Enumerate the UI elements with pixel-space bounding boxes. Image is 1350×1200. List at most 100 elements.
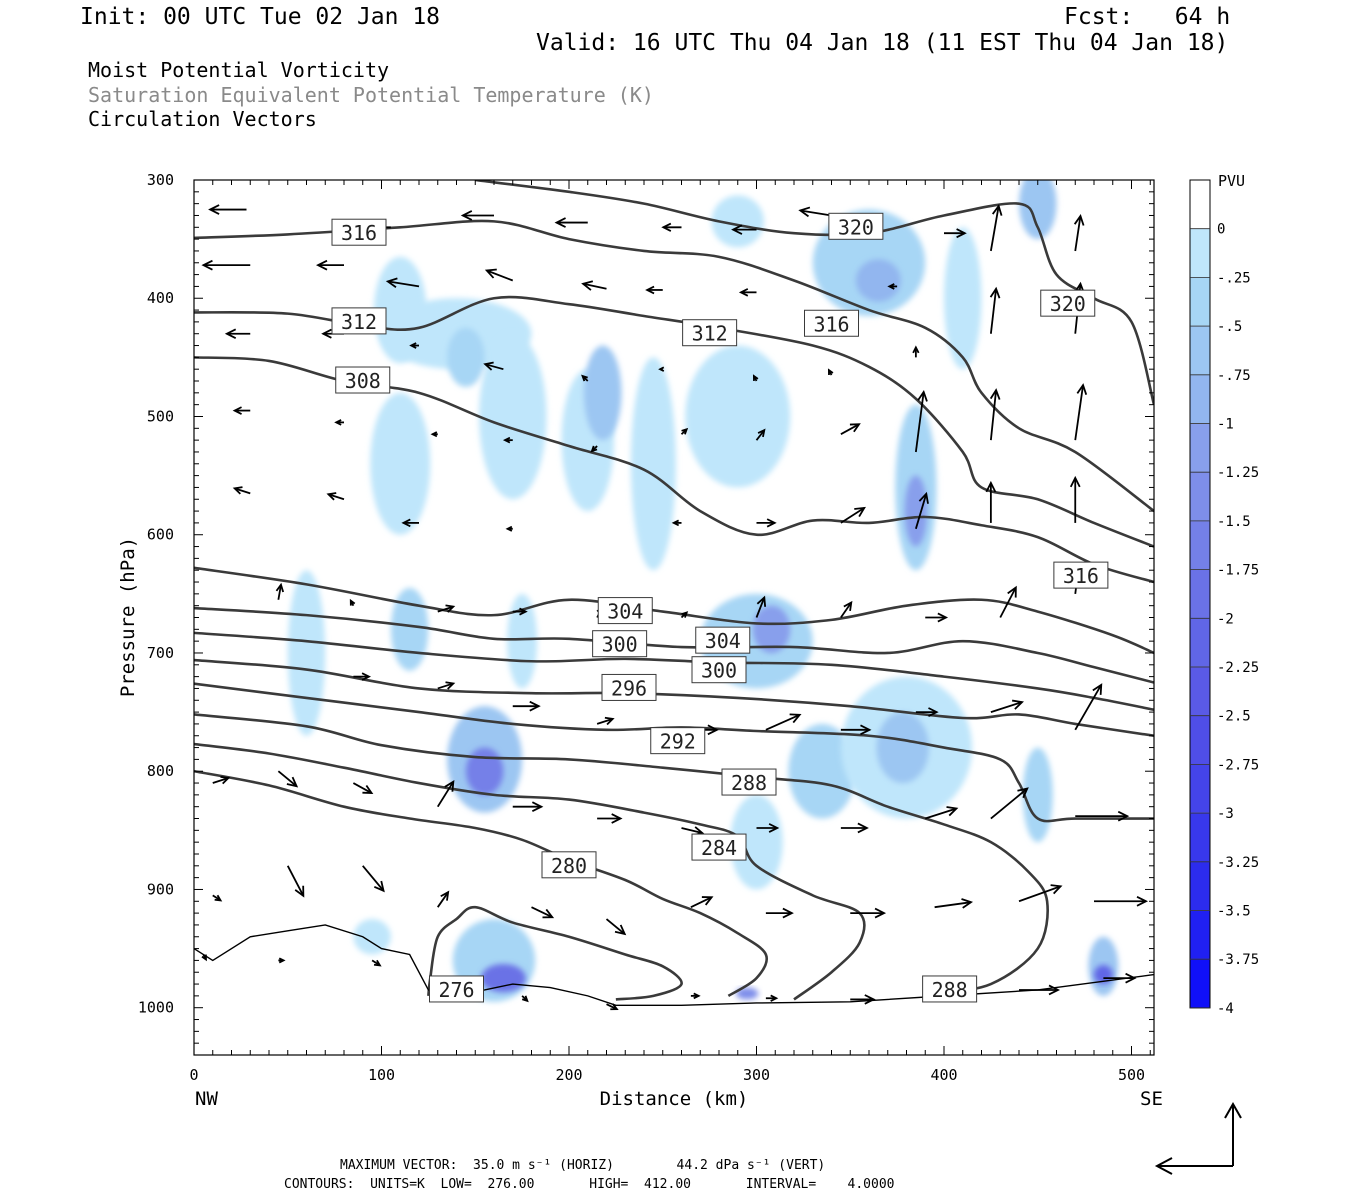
vector-shaft (328, 493, 345, 501)
circulation-vector (1094, 895, 1149, 907)
colorbar-swatch (1189, 179, 1211, 229)
x-tick-label: 500 (1118, 1066, 1145, 1084)
vector-shaft (999, 587, 1017, 618)
colorbar-swatch (1189, 666, 1211, 716)
contour-label-304: 304 (695, 626, 751, 654)
vector-head (681, 611, 689, 618)
vector-head (201, 954, 207, 962)
circulation-vector (201, 954, 207, 962)
circulation-vector (827, 368, 834, 376)
colorbar-label: -.25 (1217, 270, 1251, 286)
circulation-vector (985, 480, 997, 523)
colorbar-label: -3.75 (1217, 952, 1259, 968)
vector-head (409, 342, 417, 349)
circulation-vector (887, 283, 898, 290)
vector-head (1136, 895, 1149, 907)
pv-area (479, 333, 547, 500)
contour-label-box (331, 307, 387, 335)
contour-label-316: 316 (1053, 561, 1109, 589)
circulation-vector (334, 419, 344, 426)
theta-contour-276 (427, 905, 683, 1001)
vector-head (232, 486, 243, 495)
vector-head (232, 406, 242, 415)
contour-label-320: 320 (828, 212, 884, 240)
vector-head (581, 374, 588, 382)
contour-label-box (331, 218, 387, 246)
circulation-vector (914, 389, 928, 453)
circulation-vector (840, 506, 866, 524)
contour-label-312: 312 (682, 319, 738, 347)
circulation-vector (840, 822, 869, 834)
contour-label-280: 280 (541, 851, 597, 879)
circulation-vector (944, 228, 967, 239)
circulation-vector (840, 423, 861, 436)
pv-area (711, 195, 764, 248)
circulation-vector (437, 681, 456, 690)
y-tick-label: 600 (147, 526, 174, 544)
pv-area (507, 593, 538, 689)
terrain-line (194, 924, 1154, 1007)
theta-contour-292 (194, 682, 1154, 823)
vector-head (334, 419, 342, 426)
colorbar-label: -1.25 (1217, 465, 1259, 481)
circulation-vector (738, 288, 757, 297)
pv-area (730, 794, 783, 890)
pv-area (480, 963, 526, 993)
vector-head (658, 366, 665, 372)
vector-head (849, 423, 861, 433)
circulation-vector (224, 328, 251, 339)
vector-head (961, 898, 974, 909)
contour-label-box (601, 673, 657, 701)
circulation-vector (850, 994, 876, 1005)
contour-label-text: 280 (551, 854, 587, 878)
pv-area (1094, 965, 1113, 985)
colorbar-swatch (1189, 764, 1211, 814)
contour-label-text: 312 (692, 322, 728, 346)
vector-head (798, 206, 811, 218)
theta-contour-296 (194, 658, 1154, 738)
colorbar-swatch (1189, 423, 1211, 473)
y-tick-label: 500 (147, 407, 174, 425)
vector-head (275, 582, 285, 593)
contour-label-288: 288 (721, 768, 777, 796)
vector-head (752, 374, 759, 381)
contour-label-text: 288 (731, 771, 767, 795)
circulation-vector (512, 801, 544, 812)
vector-shaft (437, 891, 449, 908)
circulation-vector (581, 374, 589, 382)
vector-shaft (924, 807, 957, 820)
circulation-vector (596, 716, 615, 726)
colorbar-label: -3.5 (1217, 904, 1251, 920)
vector-head (529, 700, 541, 712)
pv-area (370, 392, 431, 535)
contour-label-box (1040, 289, 1096, 317)
y-tick-label: 700 (147, 644, 174, 662)
x-axis-title: Distance (km) (600, 1088, 749, 1110)
circulation-vector (690, 992, 701, 1000)
circulation-vector (1069, 475, 1081, 523)
vector-shaft (486, 269, 514, 282)
colorbar-label: -.75 (1217, 368, 1251, 384)
vector-head (857, 822, 869, 834)
vector-shaft (765, 714, 801, 731)
colorbar-label: -4 (1217, 1001, 1234, 1017)
vector-head (440, 890, 450, 901)
vector-head (373, 959, 382, 967)
vector-shaft (681, 827, 703, 834)
contour-label-text: 296 (611, 676, 647, 700)
vector-shaft (1018, 885, 1061, 903)
theta-e-contours (194, 180, 1154, 1001)
pv-area (447, 327, 485, 387)
contour-label-box (721, 768, 777, 796)
x-right-end-label: SE (1140, 1088, 1163, 1110)
circulation-vector (755, 428, 766, 441)
vector-head (610, 1003, 619, 1011)
vector-head (946, 806, 959, 817)
vector-head (430, 431, 438, 438)
field-label-thetae: Saturation Equivalent Potential Temperat… (88, 83, 654, 107)
colorbar-label: -2.25 (1217, 660, 1259, 676)
x-tick-label: 200 (555, 1066, 582, 1084)
vector-shaft (362, 865, 385, 892)
vector-head (581, 280, 594, 291)
x-tick-label: 0 (189, 1066, 198, 1084)
